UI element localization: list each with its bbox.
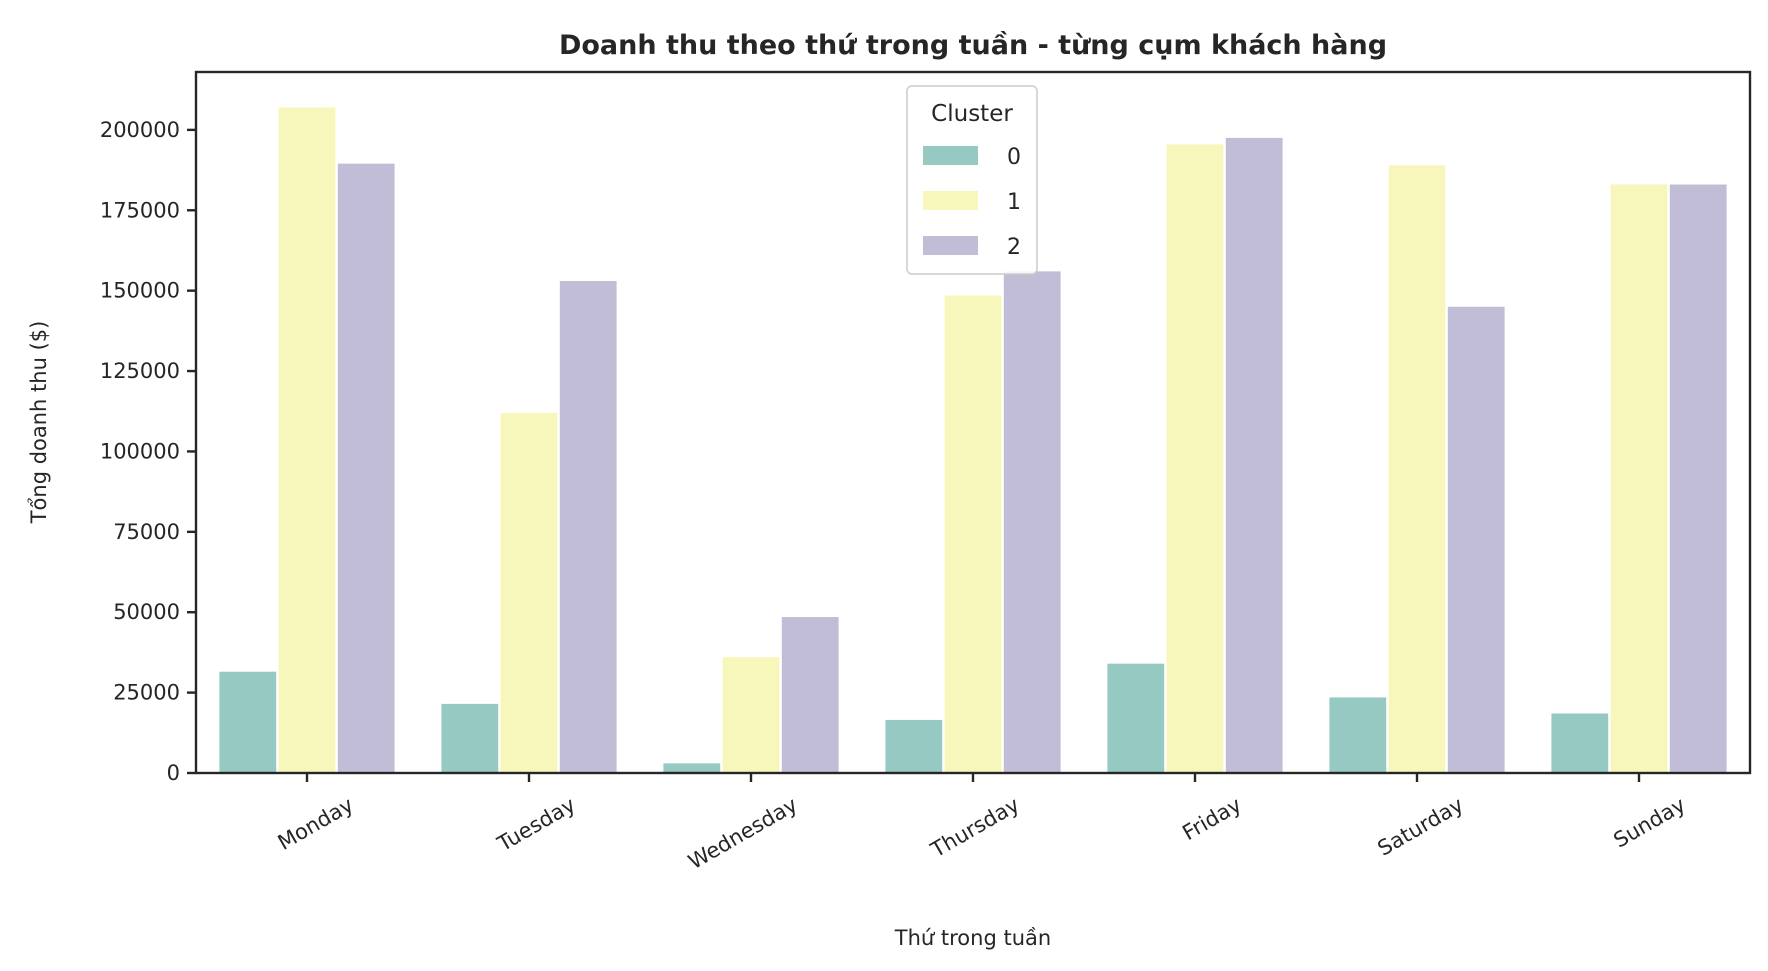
bar-saturday-cluster-2: [1447, 306, 1505, 773]
bar-thursday-cluster-1: [944, 295, 1002, 773]
legend-title: Cluster: [931, 101, 1013, 127]
bar-tuesday-cluster-2: [559, 281, 617, 773]
bar-saturday-cluster-1: [1388, 165, 1446, 773]
bar-friday-cluster-0: [1107, 663, 1165, 773]
y-tick-label: 125000: [100, 359, 180, 383]
y-tick-label: 25000: [113, 681, 180, 705]
bar-sunday-cluster-0: [1551, 713, 1609, 773]
x-tick-label-friday: Friday: [1178, 793, 1245, 846]
x-tick-label-sunday: Sunday: [1609, 793, 1689, 853]
legend-swatch-0: [923, 146, 978, 165]
chart-title: Doanh thu theo thứ trong tuần - từng cụm…: [559, 30, 1387, 61]
y-tick-label: 100000: [100, 439, 180, 463]
bar-friday-cluster-2: [1225, 137, 1283, 773]
legend-swatch-2: [923, 236, 978, 255]
y-axis-ticks: 0 25000 50000 75000 100000 125000 150000 175000…: [100, 118, 196, 785]
y-tick-label: 0: [167, 761, 180, 785]
bar-friday-cluster-1: [1166, 144, 1224, 773]
bar-thursday-cluster-0: [885, 719, 943, 773]
bars-group: [219, 107, 1727, 773]
legend-label-0: 0: [1007, 145, 1021, 170]
legend-box: [906, 85, 1038, 275]
y-tick-label: 150000: [100, 279, 180, 303]
legend: Cluster 0 1 2: [906, 85, 1038, 275]
y-tick-label: 175000: [100, 198, 180, 222]
x-axis-label: Thứ trong tuần: [894, 926, 1051, 950]
bar-wednesday-cluster-0: [663, 763, 721, 773]
y-axis-label: Tổng doanh thu ($): [27, 321, 51, 525]
legend-label-1: 1: [1007, 190, 1021, 215]
y-tick-label: 200000: [100, 118, 180, 142]
bar-thursday-cluster-2: [1003, 271, 1061, 773]
legend-label-2: 2: [1007, 235, 1021, 260]
bar-tuesday-cluster-0: [441, 703, 499, 773]
x-tick-label-tuesday: Tuesday: [493, 793, 580, 857]
plot-frame: [194, 70, 1752, 775]
x-tick-label-monday: Monday: [274, 793, 358, 855]
y-tick-label: 50000: [113, 600, 180, 624]
x-tick-label-thursday: Thursday: [926, 793, 1023, 863]
bar-saturday-cluster-0: [1329, 697, 1387, 773]
x-tick-label-saturday: Saturday: [1374, 793, 1468, 861]
bar-monday-cluster-0: [219, 671, 277, 773]
bar-tuesday-cluster-1: [500, 412, 558, 773]
bar-monday-cluster-1: [278, 107, 336, 773]
x-axis-ticks: Monday Tuesday Wednesday Thursday Friday Satu…: [274, 773, 1690, 874]
bar-sunday-cluster-1: [1610, 184, 1668, 773]
bar-wednesday-cluster-2: [781, 617, 839, 773]
y-tick-label: 75000: [113, 520, 180, 544]
x-tick-label-wednesday: Wednesday: [684, 793, 801, 875]
legend-swatch-1: [923, 191, 978, 210]
bar-monday-cluster-2: [337, 163, 395, 773]
bar-sunday-cluster-2: [1669, 184, 1727, 773]
bar-wednesday-cluster-1: [722, 657, 780, 773]
